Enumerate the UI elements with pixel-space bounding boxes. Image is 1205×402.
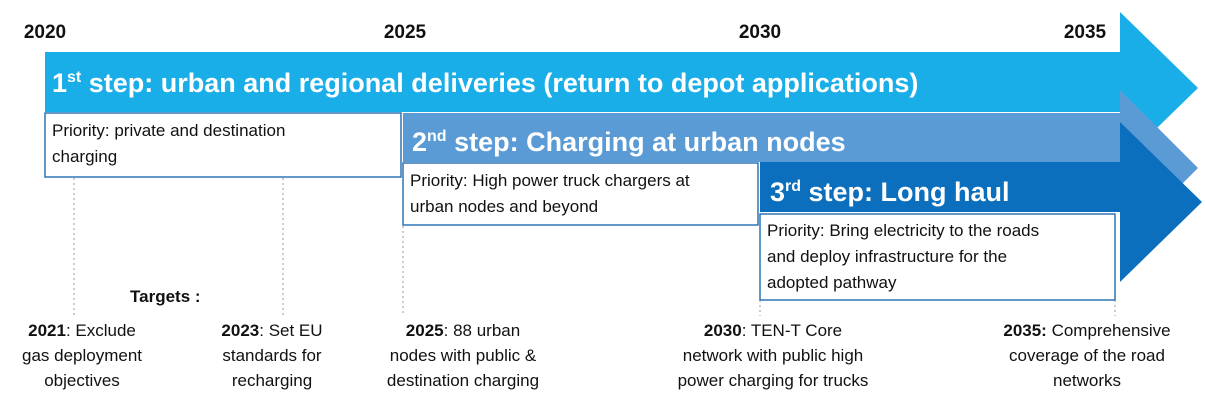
target-line: nodes with public & (390, 346, 537, 365)
target-text: Comprehensive (1047, 321, 1171, 340)
priority-box (44, 112, 402, 178)
targets: 2021: Exclude gas deployment objectives 202… (22, 321, 1171, 390)
target-year: 2035: (1003, 321, 1046, 340)
target-line: standards for (222, 346, 322, 365)
priority-box (402, 162, 759, 226)
step-title: 1st step: urban and regional deliveries … (52, 68, 918, 98)
arrow-step-1 (45, 12, 1198, 164)
target-line: coverage of the road (1009, 346, 1165, 365)
targets-label: Targets : (130, 287, 201, 306)
target-text: : TEN-T Core (742, 321, 842, 340)
target-line: power charging for trucks (678, 371, 869, 390)
priority-text: charging (52, 147, 117, 166)
arrow-step-2 (403, 90, 1198, 246)
target-line: 2025: 88 urban (406, 321, 520, 340)
target-line: 2035: Comprehensive (1003, 321, 1170, 340)
target-line: 2030: TEN-T Core (704, 321, 842, 340)
target-year: 2021 (28, 321, 66, 340)
priority-text: urban nodes and beyond (410, 197, 598, 216)
step-ordinal: rd (785, 178, 801, 195)
priority-text: adopted pathway (767, 273, 897, 292)
step-ordinal: nd (427, 128, 447, 145)
target-line: networks (1053, 371, 1121, 390)
priority-box (759, 213, 1116, 301)
target-line: gas deployment (22, 346, 142, 365)
target-text: : Exclude (66, 321, 136, 340)
target-line: 2021: Exclude (28, 321, 136, 340)
step-title: 3rd step: Long haul (770, 177, 1010, 207)
target-line: network with public high (683, 346, 863, 365)
year: 2020 (24, 22, 66, 43)
target-year: 2030 (704, 321, 742, 340)
target-line: objectives (44, 371, 120, 390)
target-line: 2023: Set EU (221, 321, 322, 340)
step-text: step: urban and regional deliveries (ret… (81, 68, 918, 98)
target-year: 2025 (406, 321, 444, 340)
arrow-step-3 (760, 122, 1202, 282)
target-line: destination charging (387, 371, 539, 390)
year: 2030 (739, 22, 781, 43)
step-number: 1 (52, 68, 67, 98)
step-text: step: Long haul (801, 177, 1010, 207)
target-year: 2023 (221, 321, 259, 340)
target-text: : Set EU (259, 321, 322, 340)
priority-text: and deploy infrastructure for the (767, 247, 1007, 266)
step-number: 3 (770, 177, 785, 207)
step-title: 2nd step: Charging at urban nodes (412, 127, 846, 157)
step-ordinal: st (67, 69, 82, 86)
year: 2025 (384, 22, 427, 43)
target-text: : 88 urban (444, 321, 521, 340)
priority-text: Priority: private and destination (52, 121, 285, 140)
year: 2035 (1064, 22, 1107, 43)
priority-text: Priority: Bring electricity to the roads (767, 221, 1039, 240)
dotted-lines (73, 178, 1116, 316)
step-number: 2 (412, 127, 427, 157)
step-text: step: Charging at urban nodes (447, 127, 846, 157)
target-line: recharging (232, 371, 312, 390)
priority-text: Priority: High power truck chargers at (410, 171, 690, 190)
